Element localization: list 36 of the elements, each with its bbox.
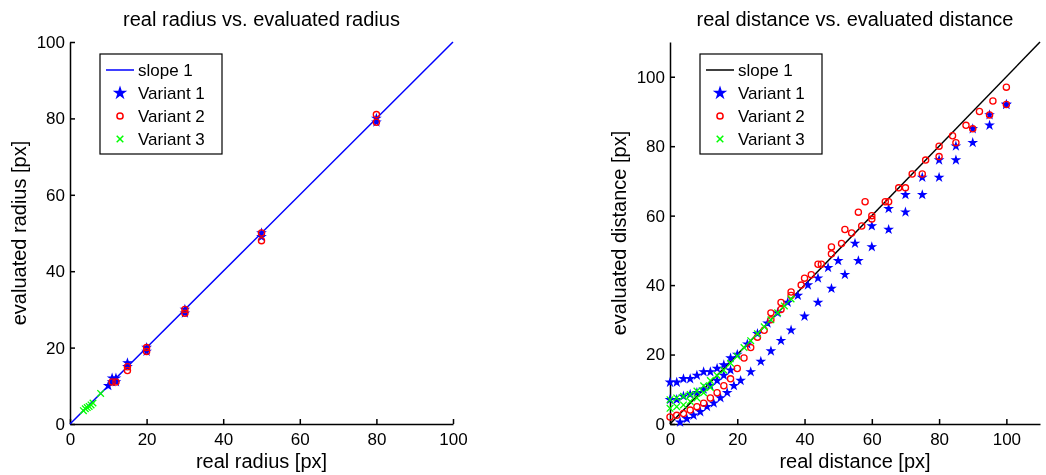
x-tick-label: 80 <box>930 430 950 449</box>
legend-label: Variant 2 <box>738 107 805 126</box>
x-tick-label: 20 <box>137 430 157 449</box>
y-tick-label: 100 <box>36 32 65 52</box>
chart-title: real radius vs. evaluated radius <box>123 8 400 30</box>
legend-label: Variant 2 <box>138 107 205 126</box>
y-tick-label: 20 <box>46 338 65 358</box>
x-axis-title: real distance [px] <box>779 450 931 472</box>
x-tick-label: 40 <box>795 430 815 449</box>
x-tick-label: 60 <box>290 430 310 449</box>
x-tick-label: 40 <box>214 430 234 449</box>
x-tick-label: 60 <box>862 430 882 449</box>
y-tick-label: 20 <box>646 345 665 365</box>
y-tick-label: 100 <box>636 67 665 87</box>
x-tick-label: 100 <box>992 430 1022 449</box>
x-axis-title: real radius [px] <box>195 450 328 472</box>
y-tick-label: 80 <box>646 137 665 157</box>
x-tick-label: 80 <box>367 430 387 449</box>
y-tick-label: 80 <box>46 109 65 129</box>
y-tick-label: 40 <box>46 262 65 282</box>
chart-title: real distance vs. evaluated distance <box>696 8 1014 30</box>
y-tick-label: 40 <box>646 276 665 296</box>
legend-label: Variant 1 <box>738 84 805 103</box>
y-axis-title: evaluated distance [px] <box>608 130 630 336</box>
legend-label: slope 1 <box>738 61 793 80</box>
y-tick-label: 0 <box>55 414 65 434</box>
x-tick-label: 100 <box>439 430 468 449</box>
legend-label: Variant 3 <box>738 130 805 149</box>
legend-label: Variant 1 <box>138 84 205 103</box>
x-tick-label: 20 <box>728 430 748 449</box>
legend-label: slope 1 <box>138 61 193 80</box>
legend-label: Variant 3 <box>138 130 205 149</box>
y-tick-label: 60 <box>46 185 65 205</box>
y-axis-title: evaluated radius [px] <box>8 140 30 326</box>
y-tick-label: 0 <box>655 414 665 434</box>
y-tick-label: 60 <box>646 206 665 226</box>
